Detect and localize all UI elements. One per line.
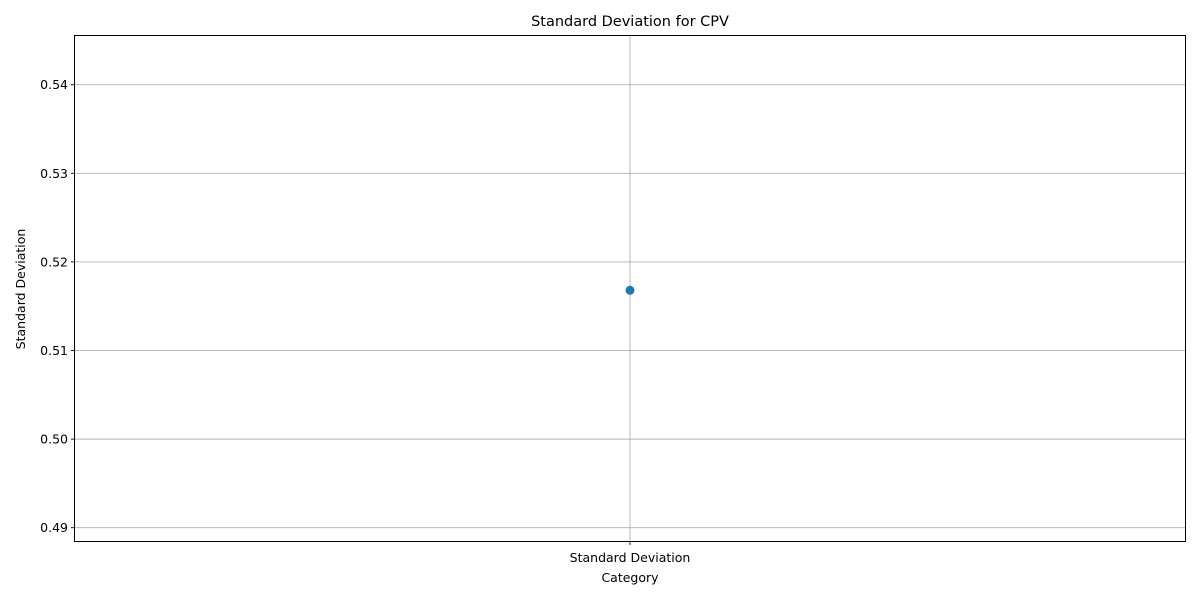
y-tick-label: 0.50 xyxy=(40,432,68,447)
y-axis-label: Standard Deviation xyxy=(13,229,28,350)
y-tick-label: 0.53 xyxy=(40,166,68,181)
x-axis-label: Category xyxy=(601,570,659,585)
y-tick-label: 0.54 xyxy=(40,77,68,92)
data-points xyxy=(625,285,635,295)
data-point xyxy=(625,285,635,295)
chart-title: Standard Deviation for CPV xyxy=(531,14,729,30)
y-tick-label: 0.49 xyxy=(40,520,68,535)
ticks: 0.49 0.50 0.51 0.52 0.53 0.54 Standard Deviati… xyxy=(40,77,690,565)
y-tick-label: 0.51 xyxy=(40,343,68,358)
grid xyxy=(75,36,1185,541)
y-tick-label: 0.52 xyxy=(40,254,68,269)
plot-frame xyxy=(74,35,1186,542)
x-tick-label: Standard Deviation xyxy=(570,550,691,565)
